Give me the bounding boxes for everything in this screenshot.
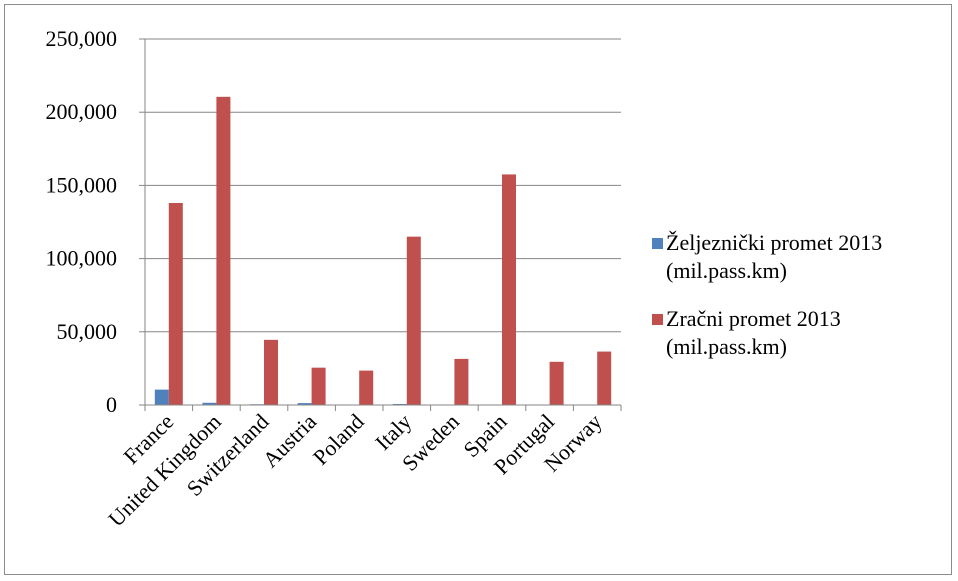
legend-label-rail: Željeznički promet 2013 (mil.pass.km) <box>666 230 883 283</box>
bar-air-sweden <box>454 358 469 405</box>
bar-air-portugal <box>549 361 564 405</box>
bar-air-italy <box>406 236 421 405</box>
y-tick-label: 250,000 <box>46 26 118 51</box>
y-tick-label: 100,000 <box>46 246 118 271</box>
bar-rail-austria <box>297 403 312 405</box>
y-tick-label: 150,000 <box>46 172 118 197</box>
legend-item-rail: Željeznički promet 2013 (mil.pass.km) <box>652 229 952 285</box>
axes <box>139 38 622 411</box>
bar-air-norway <box>597 351 612 405</box>
y-tick-label: 0 <box>106 392 117 417</box>
legend-item-air: Zračni promet 2013 (mil.pass.km) <box>652 305 952 361</box>
legend-label-air: Zračni promet 2013 (mil.pass.km) <box>666 306 841 359</box>
bar-air-united-kingdom <box>216 96 231 405</box>
legend-swatch-air <box>652 314 663 325</box>
x-tick-label: Austria <box>258 409 322 473</box>
legend: Željeznički promet 2013 (mil.pass.km) Zr… <box>652 229 952 381</box>
bar-rail-italy <box>392 403 407 405</box>
bars <box>154 96 612 405</box>
axis-labels: 050,000100,000150,000200,000250,000Franc… <box>46 26 607 532</box>
legend-swatch-rail <box>652 238 663 249</box>
bar-air-poland <box>359 370 374 405</box>
bar-air-switzerland <box>264 339 278 405</box>
bar-rail-france <box>154 389 169 405</box>
chart-area <box>4 4 952 575</box>
bar-air-austria <box>311 367 326 405</box>
y-tick-label: 50,000 <box>57 319 118 344</box>
bar-rail-united-kingdom <box>202 402 217 405</box>
y-tick-label: 200,000 <box>46 99 118 124</box>
x-tick-label: Poland <box>308 409 369 470</box>
bar-air-spain <box>502 174 516 405</box>
bar-air-france <box>168 202 183 405</box>
